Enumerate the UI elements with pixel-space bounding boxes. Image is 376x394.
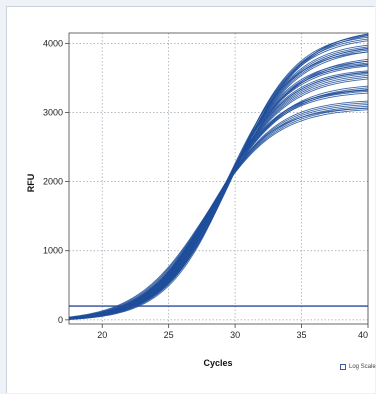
amplification-curve	[68, 105, 369, 319]
amplification-curve	[68, 62, 369, 320]
amplification-curve	[68, 47, 369, 320]
log-scale-toggle[interactable]: Log Scale	[340, 364, 376, 370]
amplification-curve	[68, 107, 369, 319]
y-tick-label: 1000	[43, 246, 63, 256]
chart-frame	[6, 6, 375, 393]
log-scale-checkbox[interactable]	[340, 364, 346, 370]
amplification-curve	[68, 65, 369, 319]
amplification-curve	[68, 60, 369, 319]
amplification-curve	[68, 46, 369, 320]
amplification-curve	[68, 51, 369, 319]
x-tick-label: 35	[297, 330, 307, 340]
x-tick-label: 25	[164, 330, 174, 340]
amplification-curve	[68, 60, 369, 320]
amplification-curve	[68, 58, 369, 319]
amplification-curve	[68, 33, 369, 320]
y-tick-label: 4000	[43, 38, 63, 48]
amplification-curve	[68, 48, 369, 320]
amplification-curve	[68, 51, 369, 320]
x-tick-label: 40	[358, 330, 368, 340]
amplification-curve	[68, 44, 369, 320]
amplification-curve	[68, 64, 369, 320]
grid-lines	[69, 33, 369, 324]
amplification-curve	[68, 107, 369, 318]
amplification-curve	[68, 104, 369, 319]
y-tick-label: 0	[58, 315, 63, 325]
y-tick-label: 3000	[43, 107, 63, 117]
amplification-curve	[68, 49, 369, 319]
amplification-curve	[68, 63, 369, 320]
log-scale-label: Log Scale	[349, 364, 376, 370]
amplification-curve	[68, 40, 369, 320]
amplification-curves	[68, 33, 369, 320]
amplification-curve	[68, 102, 369, 319]
x-tick-label: 30	[230, 330, 240, 340]
y-tick-label: 2000	[43, 177, 63, 187]
amplification-curve	[68, 100, 369, 319]
amplification-curve	[68, 33, 369, 320]
x-tick-label: 20	[97, 330, 107, 340]
axis-ticks: 20 25 30 35 40 0 1000 2000 3000 4000	[43, 38, 369, 340]
x-axis-label: Cycles	[203, 358, 232, 368]
y-axis-label: RFU	[26, 174, 36, 193]
amplification-curve	[68, 38, 369, 320]
plot-border	[68, 32, 369, 325]
amplification-curve	[68, 109, 369, 318]
